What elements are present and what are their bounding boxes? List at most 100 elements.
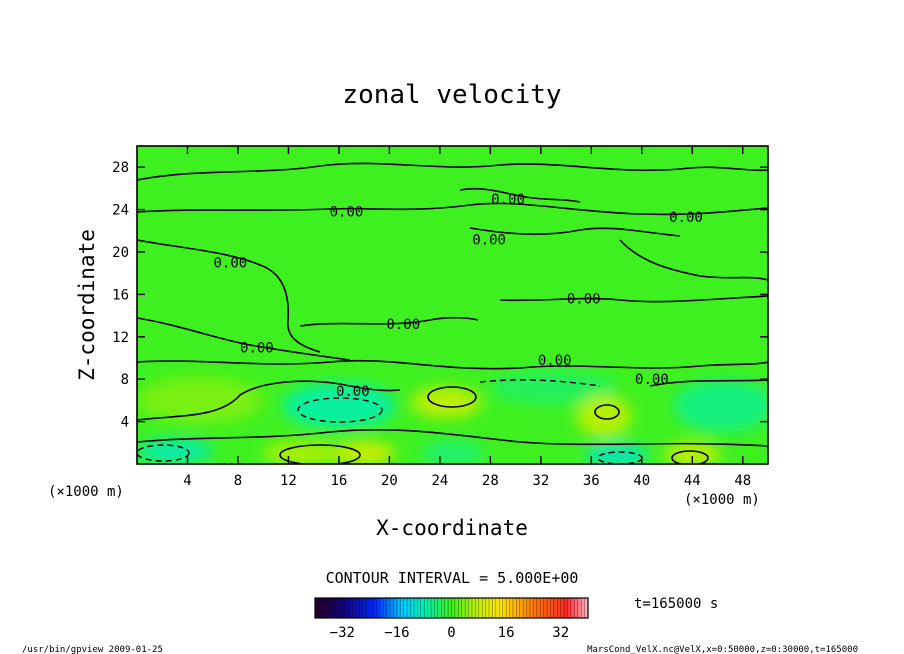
time-label: t=165000 s (634, 596, 718, 612)
colorbar-segment (332, 598, 337, 618)
contour-negative (137, 444, 190, 462)
x-tick-label: 16 (330, 473, 347, 489)
colorbar-segment (390, 598, 395, 618)
colorbar-tick-label: 16 (498, 625, 515, 641)
contour-layer (137, 162, 768, 464)
colorbar-segment (529, 598, 534, 618)
contour-zero-line (459, 187, 581, 203)
field-anomaly-4 (576, 395, 632, 438)
colorbar-segment (420, 598, 425, 618)
colorbar-segment (338, 598, 343, 618)
plot-frame (136, 145, 769, 465)
chart-title: zonal velocity (342, 80, 561, 110)
colorbar-segment (318, 598, 323, 618)
colorbar-segment (482, 598, 487, 618)
colorbar-segment (465, 598, 470, 618)
contour-label: 0.00 (669, 210, 703, 226)
colorbar-segment (369, 598, 374, 618)
colorbar-segment (444, 598, 449, 618)
contour-zero-line (137, 239, 321, 353)
colorbar-segment (495, 598, 500, 618)
colorbar-segment (567, 598, 572, 618)
contour-zero-line (137, 202, 768, 216)
x-tick-label: 40 (633, 473, 650, 489)
colorbar-segment (512, 598, 517, 618)
colorbar-segment (478, 598, 483, 618)
colorbar-segment (516, 598, 521, 618)
colorbar-segment (523, 598, 528, 618)
colorbar-segment (574, 598, 579, 618)
colorbar-segment (547, 598, 552, 618)
colorbar-segment (325, 598, 330, 618)
y-tick-label: 12 (112, 330, 129, 346)
colorbar-segment (454, 598, 459, 618)
x-axis: 4 8 12 16 20 24 28 32 36 40 44 48 (183, 146, 751, 489)
colorbar-segment (533, 598, 538, 618)
field-anomaly-8 (332, 440, 396, 464)
colorbar-segment (451, 598, 456, 618)
colorbar-segment (362, 598, 367, 618)
x-axis-label: X-coordinate (376, 516, 528, 540)
colorbar-segment (577, 598, 582, 618)
colorbar-segment (417, 598, 422, 618)
colorbar (314, 597, 589, 619)
colorbar-segment (376, 598, 381, 618)
contour-negative (479, 379, 601, 387)
y-tick-label: 16 (112, 287, 129, 303)
colorbar-segment (366, 598, 371, 618)
y-tick-label: 20 (112, 245, 129, 261)
field-layer (137, 370, 768, 464)
y-tick-label: 28 (112, 160, 129, 176)
field-anomaly-11 (664, 441, 721, 464)
colorbar-segment (431, 598, 436, 618)
colorbar-segment (540, 598, 545, 618)
x-tick-label: 44 (684, 473, 701, 489)
colorbar-segment (584, 598, 589, 618)
colorbar-segment (448, 598, 453, 618)
x-tick-label: 8 (234, 473, 242, 489)
field-anomaly-1 (282, 382, 396, 430)
colorbar-segment (502, 598, 507, 618)
colorbar-segment (383, 598, 388, 618)
colorbar-segment (352, 598, 357, 618)
colorbar-segment (581, 598, 586, 618)
field-anomaly-9 (420, 440, 485, 464)
contour-zero-line (137, 317, 351, 361)
contour-label: 0.00 (567, 292, 601, 308)
colorbar-segment (373, 598, 378, 618)
colorbar-segment (335, 598, 340, 618)
x-unit-label-right: (×1000 m) (684, 492, 760, 508)
footer-left: /usr/bin/gpview 2009-01-25 (22, 645, 163, 654)
contour-negative (297, 397, 383, 423)
colorbar-segment (386, 598, 391, 618)
colorbar-segment (437, 598, 442, 618)
field-anomaly-0 (137, 377, 264, 424)
contour-positive (427, 386, 477, 408)
colorbar-segment (441, 598, 446, 618)
contour-zero-line (137, 162, 768, 181)
colorbar-segment (564, 598, 569, 618)
y-tick-label: 24 (112, 203, 129, 219)
y-axis-label: Z-coordinate (75, 229, 99, 381)
colorbar-segment (403, 598, 408, 618)
colorbar-segment (427, 598, 432, 618)
colorbar-tick-label: 32 (552, 625, 569, 641)
field-anomaly-3 (490, 370, 617, 405)
field-anomaly-6 (137, 438, 213, 464)
x-tick-label: 20 (381, 473, 398, 489)
colorbar-segment (471, 598, 476, 618)
colorbar-segment (328, 598, 333, 618)
x-tick-label: 24 (431, 473, 448, 489)
contour-positive (279, 444, 361, 464)
colorbar-segment (560, 598, 565, 618)
x-tick-label: 32 (532, 473, 549, 489)
colorbar-tick-label: −16 (384, 625, 409, 641)
colorbar-segment (506, 598, 511, 618)
contour-label: 0.00 (240, 340, 274, 356)
colorbar-segment (321, 598, 326, 618)
x-tick-label: 48 (734, 473, 751, 489)
colorbar-segment (359, 598, 364, 618)
colorbar-segment (407, 598, 412, 618)
y-tick-label: 4 (121, 415, 129, 431)
